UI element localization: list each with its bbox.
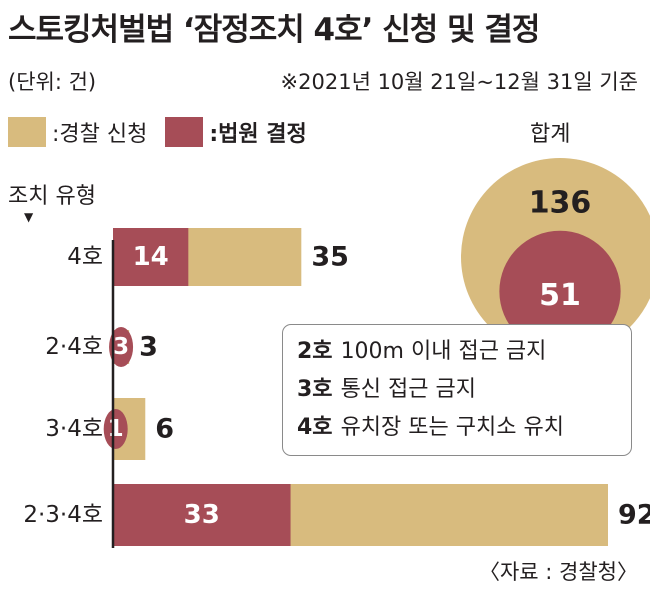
total-court-circle bbox=[499, 230, 621, 352]
note-key: 3호 bbox=[297, 377, 333, 402]
tick-label: 2·3·4호 bbox=[23, 502, 103, 528]
note-text: 유치장 또는 구치소 유치 bbox=[340, 415, 564, 440]
total-court-value: 51 bbox=[539, 278, 581, 313]
legend-swatch-police bbox=[8, 117, 46, 147]
court-value-label: 1 bbox=[108, 416, 124, 442]
legend-notes-box: 2호 100m 이내 접근 금지 3호 통신 접근 금지 4호 유치장 또는 구치소 … bbox=[282, 324, 632, 456]
police-value-label: 92 bbox=[618, 500, 650, 531]
legend: :경찰 신청 :법원 결정 bbox=[8, 114, 325, 150]
note-key: 4호 bbox=[297, 415, 333, 440]
legend-swatch-court bbox=[165, 117, 204, 147]
bar-court bbox=[113, 484, 291, 546]
legend-label-court: :법원 결정 bbox=[209, 122, 307, 147]
note-line-2: 2호 100m 이내 접근 금지 bbox=[297, 333, 631, 371]
axis-arrow-icon: ▼ bbox=[24, 210, 34, 224]
bar-court bbox=[109, 327, 134, 367]
tick-label: 3·4호 bbox=[45, 416, 103, 442]
police-value-label: 6 bbox=[155, 414, 174, 445]
court-value-label: 3 bbox=[113, 334, 129, 360]
total-police-value: 136 bbox=[529, 186, 592, 221]
total-label: 합계 bbox=[530, 122, 571, 147]
tick-label: 4호 bbox=[67, 244, 103, 270]
legend-label-police: :경찰 신청 bbox=[52, 122, 148, 147]
unit-note: (단위: 건) bbox=[8, 70, 97, 94]
bar-court bbox=[103, 409, 128, 449]
police-value-label: 3 bbox=[139, 332, 158, 363]
note-line-3: 3호 통신 접근 금지 bbox=[297, 371, 631, 409]
tick-label: 2·4호 bbox=[45, 334, 103, 360]
axis-title: 조치 유형 bbox=[8, 184, 96, 209]
court-value-label: 33 bbox=[184, 500, 220, 530]
chart-title: 스토킹처벌법 ‘잠정조치 4호’ 신청 및 결정 bbox=[8, 12, 540, 48]
source-note: 〈자료 : 경찰청〉 bbox=[478, 560, 638, 584]
note-key: 2호 bbox=[297, 339, 333, 364]
note-line-4: 4호 유치장 또는 구치소 유치 bbox=[297, 409, 631, 447]
basis-note: ※2021년 10월 21일~12월 31일 기준 bbox=[280, 70, 638, 94]
note-text: 100m 이내 접근 금지 bbox=[340, 339, 547, 364]
note-text: 통신 접근 금지 bbox=[340, 377, 476, 402]
bar-court bbox=[113, 228, 189, 286]
court-value-label: 14 bbox=[133, 242, 169, 272]
police-value-label: 35 bbox=[311, 242, 349, 273]
